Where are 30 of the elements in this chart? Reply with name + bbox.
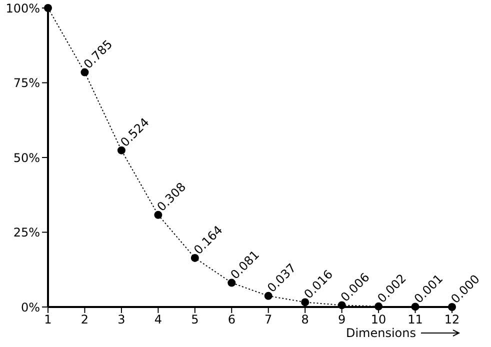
x-tick-label: 10 (370, 312, 386, 327)
point (190, 254, 199, 262)
point (154, 210, 162, 219)
point (301, 298, 310, 306)
point (228, 278, 236, 287)
x-tick-label: 3 (118, 312, 126, 327)
x-tick-label: 7 (264, 312, 272, 327)
y-tick-label: 25% (13, 226, 40, 240)
point (374, 302, 383, 310)
point (411, 302, 420, 311)
point (117, 146, 126, 154)
x-tick-label: 4 (154, 312, 162, 327)
y-tick-label: 0% (20, 300, 40, 314)
x-tick-label: 9 (338, 312, 346, 327)
y-tick-label: 50% (13, 150, 40, 165)
point (338, 301, 346, 310)
x-tick-label: 6 (228, 312, 236, 327)
x-tick-label: 12 (444, 312, 460, 327)
y-tick-label: 75% (13, 76, 40, 90)
x-tick-label: 1 (44, 312, 52, 327)
point (264, 292, 272, 300)
y-tick-label: 100% (6, 1, 40, 16)
x-tick-label: 8 (301, 312, 309, 327)
point (44, 4, 52, 12)
x-tick-label: 5 (191, 312, 199, 327)
x-tick-label: 2 (80, 312, 89, 327)
point (80, 68, 89, 76)
x-tick-label: 11 (408, 312, 423, 327)
x-axis-title: Dimensions (346, 326, 416, 340)
point (448, 303, 456, 311)
